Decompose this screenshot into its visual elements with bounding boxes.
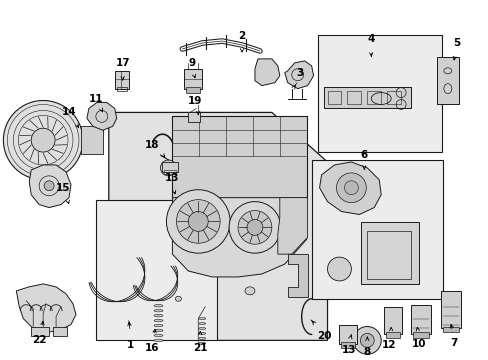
Text: 3: 3 bbox=[295, 68, 303, 78]
Ellipse shape bbox=[154, 305, 163, 307]
Ellipse shape bbox=[154, 319, 163, 322]
Circle shape bbox=[3, 100, 83, 180]
Ellipse shape bbox=[198, 337, 205, 339]
Text: 15: 15 bbox=[56, 183, 70, 193]
Bar bbox=[410, 305, 430, 334]
Bar bbox=[96, 200, 217, 341]
Polygon shape bbox=[108, 112, 327, 341]
Ellipse shape bbox=[198, 323, 205, 324]
Circle shape bbox=[160, 160, 176, 176]
Polygon shape bbox=[287, 254, 307, 297]
Polygon shape bbox=[284, 61, 313, 89]
Ellipse shape bbox=[244, 287, 254, 295]
Bar bbox=[384, 307, 401, 334]
Ellipse shape bbox=[198, 318, 205, 320]
Text: 13: 13 bbox=[342, 345, 356, 355]
Bar bbox=[346, 91, 361, 104]
Bar bbox=[172, 116, 306, 198]
Polygon shape bbox=[87, 103, 117, 130]
Text: 2: 2 bbox=[238, 31, 245, 41]
Ellipse shape bbox=[198, 342, 205, 345]
Text: 4: 4 bbox=[367, 34, 374, 44]
Polygon shape bbox=[172, 198, 306, 277]
Bar bbox=[436, 57, 458, 104]
Text: 7: 7 bbox=[449, 338, 457, 348]
Bar bbox=[386, 332, 399, 338]
Bar bbox=[327, 91, 341, 104]
Circle shape bbox=[31, 128, 55, 152]
Text: 6: 6 bbox=[360, 150, 367, 160]
Bar bbox=[184, 69, 202, 89]
Bar bbox=[117, 87, 126, 91]
Circle shape bbox=[360, 333, 373, 347]
Polygon shape bbox=[319, 162, 381, 215]
Ellipse shape bbox=[198, 332, 205, 334]
Circle shape bbox=[188, 212, 208, 231]
Bar bbox=[317, 35, 441, 152]
Bar bbox=[81, 126, 102, 154]
Text: 1: 1 bbox=[127, 340, 134, 350]
Ellipse shape bbox=[154, 314, 163, 317]
Ellipse shape bbox=[154, 309, 163, 312]
Text: 11: 11 bbox=[88, 94, 103, 104]
Circle shape bbox=[336, 173, 366, 203]
Ellipse shape bbox=[198, 328, 205, 329]
Bar bbox=[339, 324, 357, 345]
Text: 9: 9 bbox=[188, 58, 196, 68]
Circle shape bbox=[246, 220, 263, 235]
Text: 17: 17 bbox=[115, 58, 130, 68]
Text: 19: 19 bbox=[188, 95, 202, 105]
Bar bbox=[341, 342, 355, 348]
Polygon shape bbox=[254, 59, 279, 86]
Bar bbox=[164, 170, 176, 174]
Text: 12: 12 bbox=[381, 340, 396, 350]
Bar bbox=[366, 91, 381, 104]
Circle shape bbox=[44, 181, 54, 191]
Bar bbox=[115, 71, 128, 89]
Text: 14: 14 bbox=[61, 107, 76, 117]
Text: 13: 13 bbox=[165, 173, 179, 183]
Bar bbox=[323, 87, 410, 108]
Circle shape bbox=[238, 211, 271, 244]
Polygon shape bbox=[277, 198, 307, 254]
Polygon shape bbox=[29, 165, 71, 208]
Bar bbox=[162, 162, 178, 172]
Text: 20: 20 bbox=[317, 332, 331, 341]
Bar bbox=[412, 332, 428, 338]
Bar bbox=[188, 112, 200, 122]
Bar bbox=[386, 91, 400, 104]
Circle shape bbox=[344, 181, 358, 195]
Ellipse shape bbox=[154, 329, 163, 332]
Text: 10: 10 bbox=[411, 339, 426, 349]
Text: 18: 18 bbox=[145, 140, 160, 150]
Ellipse shape bbox=[154, 339, 163, 342]
Bar bbox=[440, 291, 460, 328]
Bar bbox=[366, 231, 410, 279]
Text: 16: 16 bbox=[145, 343, 160, 353]
Bar bbox=[186, 87, 200, 93]
Text: 21: 21 bbox=[193, 343, 207, 353]
Circle shape bbox=[166, 190, 230, 253]
Ellipse shape bbox=[154, 334, 163, 337]
Bar bbox=[361, 222, 418, 284]
Ellipse shape bbox=[154, 324, 163, 327]
Bar bbox=[53, 327, 67, 337]
Bar bbox=[311, 160, 442, 299]
Text: 22: 22 bbox=[32, 336, 46, 345]
Bar bbox=[442, 327, 458, 332]
Ellipse shape bbox=[175, 296, 181, 301]
Polygon shape bbox=[16, 284, 76, 332]
Text: 8: 8 bbox=[363, 347, 370, 357]
Circle shape bbox=[228, 202, 280, 253]
Bar bbox=[31, 327, 49, 337]
Circle shape bbox=[327, 257, 351, 281]
Circle shape bbox=[353, 327, 381, 354]
Text: 5: 5 bbox=[452, 38, 460, 48]
Circle shape bbox=[176, 200, 220, 243]
